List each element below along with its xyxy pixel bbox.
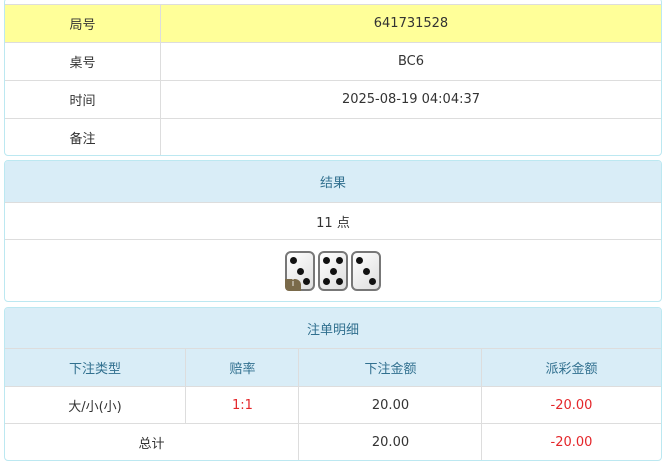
result-title: 结果 <box>5 161 661 202</box>
bets-header-row: 下注类型 赔率 下注金额 派彩金额 <box>5 348 661 386</box>
die-3: i <box>285 251 315 291</box>
pip <box>369 277 376 285</box>
points-row: 11 点 <box>5 202 661 240</box>
pip <box>303 277 310 285</box>
odds: 1:1 <box>185 387 299 424</box>
col-header: 下注类型 <box>68 362 121 377</box>
label: 时间 <box>69 94 96 109</box>
die-3 <box>351 251 381 291</box>
col-header: 赔率 <box>185 349 299 386</box>
info-row-time: 时间 2025-08-19 04:04:37 <box>5 80 661 118</box>
result-panel: 结果 11 点 i <box>4 160 662 302</box>
info-icon[interactable]: i <box>285 279 301 291</box>
pip <box>356 257 363 265</box>
pip <box>323 257 330 265</box>
value: 641731528 <box>160 5 661 42</box>
pip <box>336 257 343 265</box>
die-5 <box>318 251 348 291</box>
pip <box>323 277 330 285</box>
label: 备注 <box>69 132 96 147</box>
bet-amount: 20.00 <box>298 387 482 424</box>
total-row: 总计 20.00 -20.00 <box>5 423 661 460</box>
game-info-panel: 局号 641731528 桌号 BC6 时间 2025-08-19 04:04:… <box>4 0 662 156</box>
info-row-note: 备注 <box>5 118 661 155</box>
bet-type: 大/小(小) <box>68 400 122 415</box>
label: 桌号 <box>69 56 96 71</box>
info-row-round: 局号 641731528 <box>5 4 661 42</box>
total-payout: -20.00 <box>481 424 661 460</box>
pip <box>290 257 297 265</box>
col-header: 派彩金额 <box>481 349 661 386</box>
pip <box>336 277 343 285</box>
value <box>160 119 661 155</box>
total-amount: 20.00 <box>298 424 482 460</box>
label: 局号 <box>69 18 96 33</box>
pip <box>296 267 304 275</box>
dice-group: i <box>285 251 381 291</box>
dice-row: i <box>5 239 661 301</box>
total-label: 总计 <box>138 437 165 452</box>
payout: -20.00 <box>481 387 661 424</box>
table-row: 大/小(小) 1:1 20.00 -20.00 <box>5 386 661 424</box>
bets-title: 注单明细 <box>5 308 661 348</box>
info-row-table: 桌号 BC6 <box>5 42 661 80</box>
pip <box>329 267 337 275</box>
bet-details-panel: 注单明细 下注类型 赔率 下注金额 派彩金额 大/小(小) 1:1 20.00 … <box>4 307 662 461</box>
value: BC6 <box>160 43 661 80</box>
value: 2025-08-19 04:04:37 <box>160 81 661 118</box>
points-value: 11 点 <box>316 216 350 231</box>
col-header: 下注金额 <box>298 349 482 386</box>
pip <box>362 267 370 275</box>
